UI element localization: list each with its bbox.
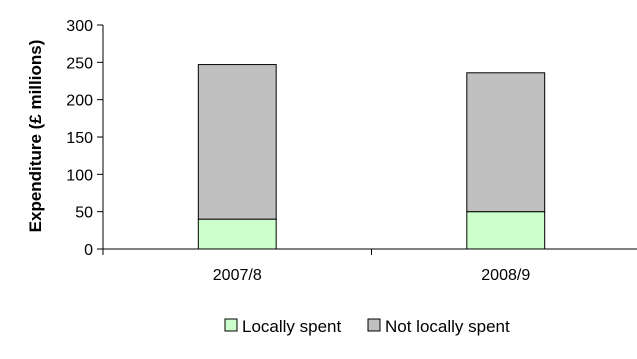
y-tick-label: 300 (66, 18, 93, 35)
y-tick-label: 100 (66, 167, 93, 184)
y-axis: 0 50 100 150 200 250 300 (66, 18, 104, 259)
y-axis-label: Expenditure (£ millions) (26, 40, 45, 233)
x-tick-label: 2008/9 (481, 267, 530, 284)
y-tick-label: 250 (66, 55, 93, 72)
legend: Locally spent Not locally spent (224, 317, 510, 336)
bar-not-locally-spent-1 (466, 72, 546, 213)
x-tick-label: 2007/8 (213, 267, 262, 284)
y-tick-label: 200 (66, 93, 93, 110)
bars (197, 64, 546, 250)
y-tick-label: 150 (66, 130, 93, 147)
y-tick-label: 0 (84, 242, 93, 259)
legend-label: Locally spent (242, 317, 342, 336)
x-axis: 2007/8 2008/9 (102, 248, 637, 284)
y-tick-label: 50 (75, 205, 93, 222)
legend-label: Not locally spent (385, 317, 510, 336)
bar-locally-spent-1 (466, 211, 546, 250)
bar-locally-spent-0 (197, 218, 277, 250)
legend-swatch (367, 318, 381, 332)
legend-swatch (224, 318, 238, 332)
bar-not-locally-spent-0 (197, 64, 277, 220)
